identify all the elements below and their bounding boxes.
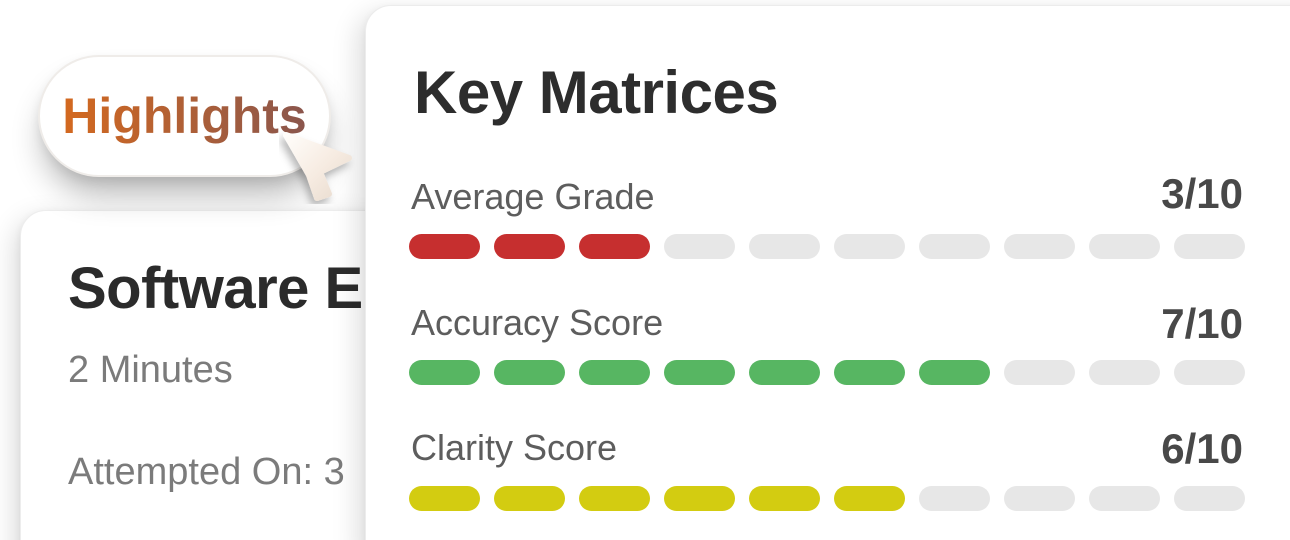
rating-pill-filled bbox=[834, 360, 905, 385]
metric-pill-row-accuracy-score bbox=[409, 360, 1245, 385]
metric-label-clarity-score: Clarity Score bbox=[411, 427, 618, 468]
rating-pill-filled bbox=[834, 486, 905, 511]
rating-pill-empty bbox=[1004, 234, 1075, 259]
metric-value-average-grade: 3/10 bbox=[1161, 170, 1243, 217]
metric-pill-row-average-grade bbox=[409, 234, 1245, 259]
rating-pill-filled bbox=[494, 234, 565, 259]
rating-pill-empty bbox=[919, 234, 990, 259]
metric-pill-row-clarity-score bbox=[409, 486, 1245, 511]
rating-pill-filled bbox=[579, 234, 650, 259]
rating-pill-filled bbox=[664, 486, 735, 511]
rating-pill-filled bbox=[409, 360, 480, 385]
rating-pill-empty bbox=[664, 234, 735, 259]
rating-pill-filled bbox=[494, 360, 565, 385]
key-matrices-title: Key Matrices bbox=[414, 59, 779, 126]
rating-pill-filled bbox=[749, 486, 820, 511]
highlights-label: Highlights bbox=[62, 88, 307, 144]
interview-title: Software E bbox=[68, 256, 363, 321]
rating-pill-empty bbox=[834, 234, 905, 259]
metric-label-accuracy-score: Accuracy Score bbox=[411, 302, 664, 343]
rating-pill-empty bbox=[1174, 486, 1245, 511]
metric-value-clarity-score: 6/10 bbox=[1161, 425, 1243, 472]
rating-pill-filled bbox=[749, 360, 820, 385]
rating-pill-empty bbox=[919, 486, 990, 511]
rating-pill-filled bbox=[579, 486, 650, 511]
interview-attempted-date: Attempted On: 3 bbox=[68, 451, 345, 493]
key-matrices-card: Key Matrices Average Grade 3/10 Accuracy… bbox=[365, 5, 1290, 540]
interview-duration: 2 Minutes bbox=[68, 349, 233, 391]
rating-pill-empty bbox=[1089, 360, 1160, 385]
rating-pill-filled bbox=[664, 360, 735, 385]
metric-label-average-grade: Average Grade bbox=[411, 176, 655, 217]
rating-pill-empty bbox=[1089, 234, 1160, 259]
rating-pill-filled bbox=[409, 234, 480, 259]
rating-pill-empty bbox=[1174, 234, 1245, 259]
rating-pill-filled bbox=[579, 360, 650, 385]
highlights-button[interactable]: Highlights bbox=[38, 55, 331, 177]
rating-pill-empty bbox=[1004, 360, 1075, 385]
rating-pill-filled bbox=[919, 360, 990, 385]
rating-pill-filled bbox=[494, 486, 565, 511]
rating-pill-empty bbox=[749, 234, 820, 259]
metric-value-accuracy-score: 7/10 bbox=[1161, 300, 1243, 347]
rating-pill-filled bbox=[409, 486, 480, 511]
rating-pill-empty bbox=[1174, 360, 1245, 385]
rating-pill-empty bbox=[1004, 486, 1075, 511]
rating-pill-empty bbox=[1089, 486, 1160, 511]
